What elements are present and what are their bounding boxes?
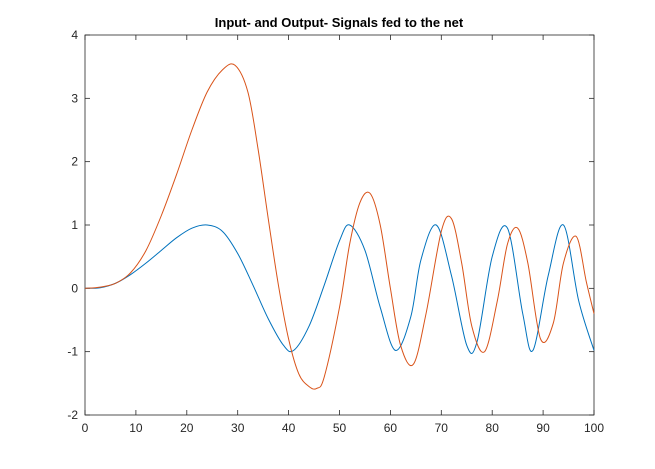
x-tick-label: 60 [384,421,398,435]
chart-title: Input- and Output- Signals fed to the ne… [215,15,464,30]
series-line-orange [84,63,595,390]
y-tick-label: 3 [71,91,78,105]
x-tick-label: 50 [333,421,347,435]
y-tick-label: 0 [71,281,78,295]
y-tick-label: 2 [71,155,78,169]
x-tick-label: 80 [486,421,500,435]
x-tick-label: 40 [282,421,296,435]
x-tick-label: 20 [180,421,194,435]
series-line-blue [84,224,595,354]
x-tick-label: 70 [435,421,449,435]
plot-box [84,34,595,416]
ticks-layer: 0 10 20 30 40 50 60 70 80 90 100 -2 -1 0 1 2 3 4 [67,28,604,435]
x-tick-label: 90 [536,421,550,435]
x-tick-label: 0 [82,421,89,435]
y-tick-label: 1 [71,218,78,232]
y-tick-label: -1 [67,345,78,359]
x-tick-label: 30 [231,421,245,435]
x-tick-label: 10 [129,421,143,435]
series-layer [84,63,595,390]
x-tick-label: 100 [584,421,604,435]
y-tick-label: -2 [67,408,78,422]
y-tick-label: 4 [71,28,78,42]
